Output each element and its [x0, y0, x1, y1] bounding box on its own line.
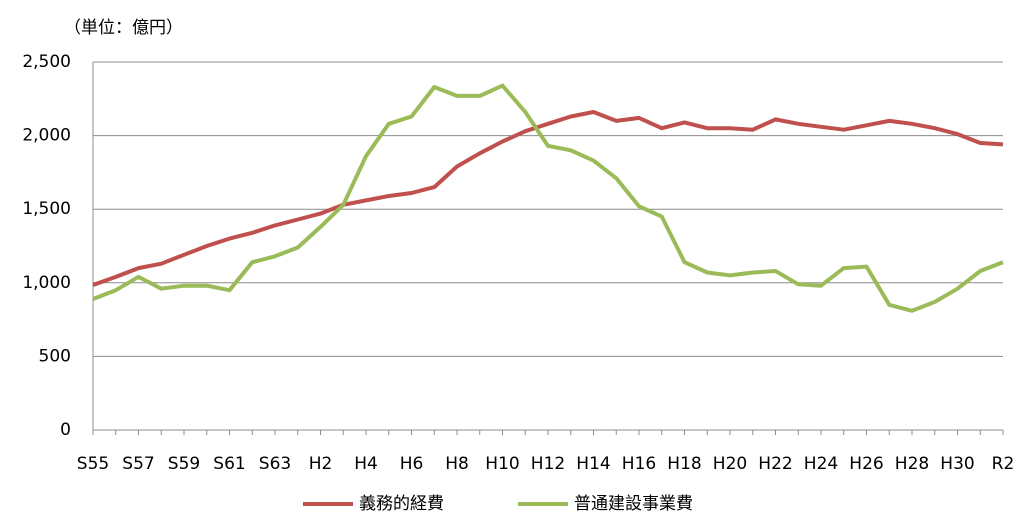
- x-tick-label: S57: [122, 454, 154, 474]
- x-tick-label: S59: [168, 454, 200, 474]
- x-tick-label: H8: [445, 454, 469, 474]
- x-tick-label: H4: [354, 454, 378, 474]
- legend-label: 義務的経費: [359, 494, 444, 514]
- x-tick-label: S63: [259, 454, 291, 474]
- x-tick-label: H2: [309, 454, 333, 474]
- y-tick-label: 1,000: [22, 273, 71, 293]
- x-tick-label: H16: [622, 454, 656, 474]
- x-tick-label: R2: [992, 454, 1015, 474]
- x-tick-label: H22: [758, 454, 792, 474]
- legend-label: 普通建設事業費: [574, 494, 693, 514]
- x-tick-label: H12: [531, 454, 565, 474]
- x-tick-label: H6: [400, 454, 424, 474]
- x-tick-label: H10: [485, 454, 519, 474]
- x-tick-label: S55: [77, 454, 109, 474]
- x-tick-label: H24: [804, 454, 838, 474]
- y-tick-label: 0: [60, 420, 71, 440]
- y-tick-label: 500: [39, 346, 71, 366]
- x-tick-label: H20: [713, 454, 747, 474]
- series-line: [92, 83, 1004, 313]
- x-tick-label: H14: [576, 454, 610, 474]
- x-tick-label: H18: [667, 454, 701, 474]
- y-tick-label: 2,000: [22, 126, 71, 146]
- series-line: [92, 110, 1004, 287]
- x-tick-label: S61: [213, 454, 245, 474]
- unit-label: （単位：億円）: [64, 18, 183, 38]
- x-tick-label: H28: [895, 454, 929, 474]
- y-tick-label: 2,500: [22, 52, 71, 72]
- x-tick-label: H30: [940, 454, 974, 474]
- y-tick-label: 1,500: [22, 199, 71, 219]
- x-tick-label: H26: [849, 454, 883, 474]
